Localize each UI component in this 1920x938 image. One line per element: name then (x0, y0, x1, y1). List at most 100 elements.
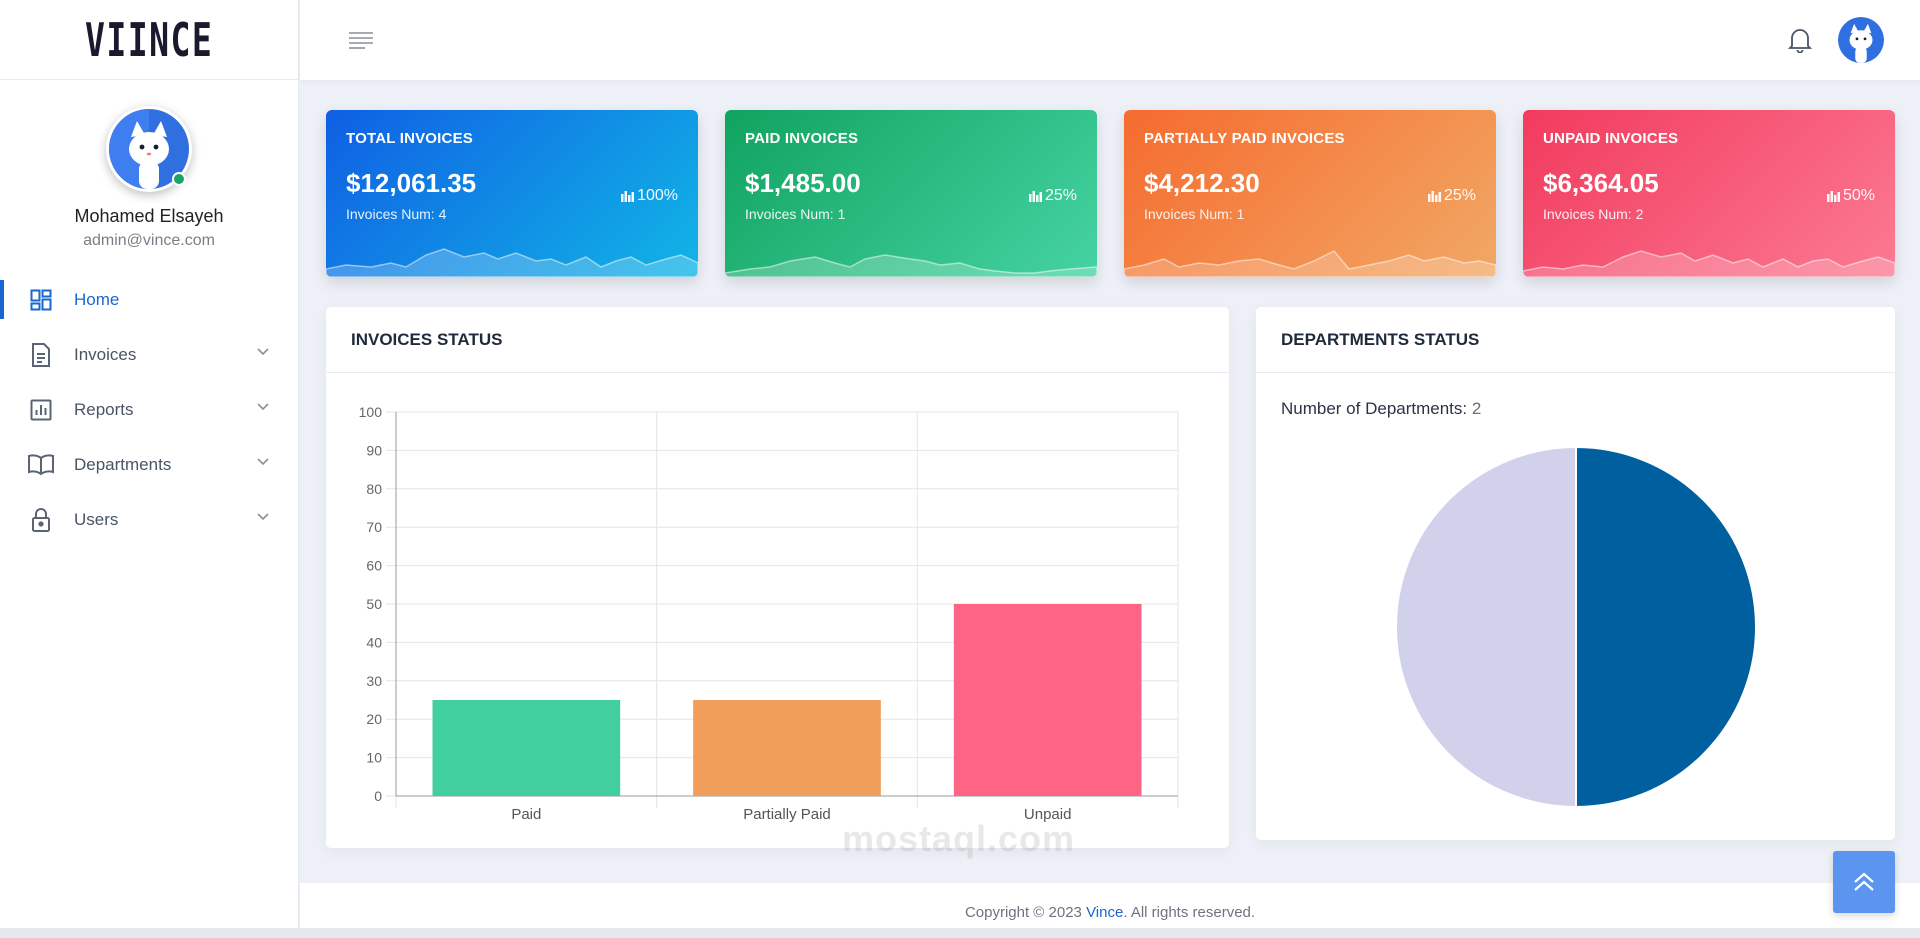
card-value: $4,212.30 (1144, 168, 1260, 198)
y-tick-label: 70 (366, 519, 382, 535)
sidebar-item-label: Reports (74, 399, 134, 419)
panel-title: INVOICES STATUS (326, 307, 1229, 373)
departments-pie-chart (1395, 445, 1757, 809)
sidebar-item-home[interactable]: Home (0, 272, 298, 327)
mini-bar-chart-icon (621, 191, 635, 202)
book-icon (28, 452, 54, 478)
card-sparkline (1124, 250, 1496, 277)
card-percentage-value: 100% (637, 187, 678, 204)
sidebar-item-departments[interactable]: Departments (0, 437, 298, 492)
sidebar-item-label: Home (74, 289, 120, 309)
sidebar: VIINCE Mohamed Elsayeh admin@vince.com (0, 0, 299, 928)
y-tick-label: 100 (359, 404, 383, 420)
card-sparkline (725, 254, 1097, 277)
card-percentage-value: 50% (1842, 187, 1875, 204)
cat-avatar-icon (109, 109, 189, 189)
card-subtitle: Invoices Num: 1 (745, 206, 846, 222)
sidebar-item-label: Departments (74, 454, 172, 474)
brand-logo[interactable]: VIINCE (84, 12, 214, 67)
top-bar (300, 0, 1920, 80)
card-sparkline (326, 248, 698, 277)
card-title: UNPAID INVOICES (1543, 130, 1679, 147)
card-subtitle: Invoices Num: 4 (346, 206, 447, 222)
card-percentage-value: 25% (1443, 187, 1476, 204)
profile-name: Mohamed Elsayeh (74, 206, 224, 226)
card-value: $12,061.35 (346, 168, 477, 198)
dashboard-icon (28, 287, 54, 313)
partially-paid-invoices-card[interactable]: PARTIALLY PAID INVOICES $4,212.30 Invoic… (1124, 110, 1496, 277)
user-avatar-icon[interactable] (1838, 17, 1884, 63)
double-chevron-up-icon (1854, 872, 1874, 891)
card-value: $6,364.05 (1543, 168, 1659, 198)
card-title: TOTAL INVOICES (346, 130, 473, 147)
invoices-bar-chart: 0 10 20 30 40 50 60 70 80 90 100 Paid Partially Paid… (359, 404, 1179, 823)
card-title: PARTIALLY PAID INVOICES (1144, 130, 1345, 147)
bottom-strip (0, 928, 1920, 938)
bar-partially-paid[interactable] (693, 700, 881, 796)
y-tick-label: 0 (374, 788, 382, 804)
x-tick-label: Unpaid (1024, 806, 1072, 823)
card-subtitle: Invoices Num: 2 (1543, 206, 1644, 222)
sidebar-item-label: Users (74, 509, 119, 529)
card-percentage: 100% (621, 187, 678, 205)
y-tick-label: 50 (366, 596, 382, 612)
x-tick-label: Partially Paid (743, 806, 831, 823)
logo-area: VIINCE (0, 0, 298, 80)
lock-icon (28, 507, 54, 533)
departments-status-panel: DEPARTMENTS STATUS Number of Departments… (1256, 307, 1895, 840)
card-value: $1,485.00 (745, 168, 861, 198)
panel-title: DEPARTMENTS STATUS (1256, 307, 1895, 373)
invoices-status-panel: INVOICES STATUS 0 10 20 30 40 50 60 70 80 90 100 Pa… (326, 307, 1229, 848)
footer-rights: . All rights reserved. (1123, 904, 1256, 921)
y-tick-label: 40 (366, 634, 382, 650)
departments-count: Number of Departments: 2 (1281, 399, 1481, 419)
watermark: mostaql.com (842, 818, 1076, 859)
footer-brand-link[interactable]: Vince (1086, 904, 1124, 921)
footer-copyright: Copyright © 2023 (964, 904, 1082, 921)
card-percentage: 25% (1028, 187, 1077, 205)
sidebar-item-users[interactable]: Users (0, 492, 298, 547)
card-subtitle: Invoices Num: 1 (1144, 206, 1245, 222)
sidebar-menu: Home Invoices Reports (0, 272, 298, 547)
card-title: PAID INVOICES (745, 130, 859, 147)
chevron-down-icon (257, 348, 269, 356)
unpaid-invoices-card[interactable]: UNPAID INVOICES $6,364.05 Invoices Num: … (1523, 110, 1895, 277)
chevron-down-icon (257, 513, 269, 521)
footer: Copyright © 2023 Vince. All rights reser… (300, 883, 1920, 928)
bar-unpaid[interactable] (953, 604, 1142, 796)
profile-email: admin@vince.com (83, 232, 215, 249)
card-percentage: 50% (1826, 187, 1875, 205)
document-icon (28, 342, 54, 368)
y-tick-label: 20 (366, 711, 382, 727)
mini-bar-chart-icon (1427, 191, 1441, 202)
hamburger-menu-icon[interactable] (349, 31, 375, 49)
card-percentage: 25% (1427, 187, 1476, 205)
y-tick-label: 80 (366, 481, 382, 497)
x-tick-label: Paid (511, 806, 541, 823)
mini-bar-chart-icon (1028, 191, 1042, 202)
departments-count-label: Number of Departments: (1281, 399, 1468, 418)
y-tick-label: 30 (366, 673, 382, 689)
pie-slice-2[interactable] (1395, 445, 1577, 809)
chevron-down-icon (257, 403, 269, 411)
profile-card: Mohamed Elsayeh admin@vince.com (0, 80, 298, 250)
sidebar-item-label: Invoices (74, 344, 137, 364)
card-sparkline (1523, 250, 1895, 277)
departments-count-value: 2 (1471, 399, 1482, 418)
pie-slice-1[interactable] (1575, 445, 1757, 809)
bar-paid[interactable] (432, 700, 621, 796)
sidebar-item-invoices[interactable]: Invoices (0, 327, 298, 382)
y-tick-label: 10 (366, 750, 382, 766)
total-invoices-card[interactable]: TOTAL INVOICES $12,061.35 Invoices Num: … (326, 110, 698, 277)
bar-chart-icon (28, 397, 54, 423)
online-status-dot (172, 172, 186, 186)
paid-invoices-card[interactable]: PAID INVOICES $1,485.00 Invoices Num: 1 … (725, 110, 1097, 277)
avatar[interactable] (106, 106, 192, 192)
y-tick-label: 90 (366, 442, 382, 458)
mini-bar-chart-icon (1826, 191, 1840, 202)
bell-icon[interactable] (1788, 27, 1812, 53)
card-percentage-value: 25% (1044, 187, 1077, 204)
sidebar-item-reports[interactable]: Reports (0, 382, 298, 437)
y-tick-label: 60 (366, 558, 382, 574)
scroll-to-top-button[interactable] (1833, 851, 1895, 913)
